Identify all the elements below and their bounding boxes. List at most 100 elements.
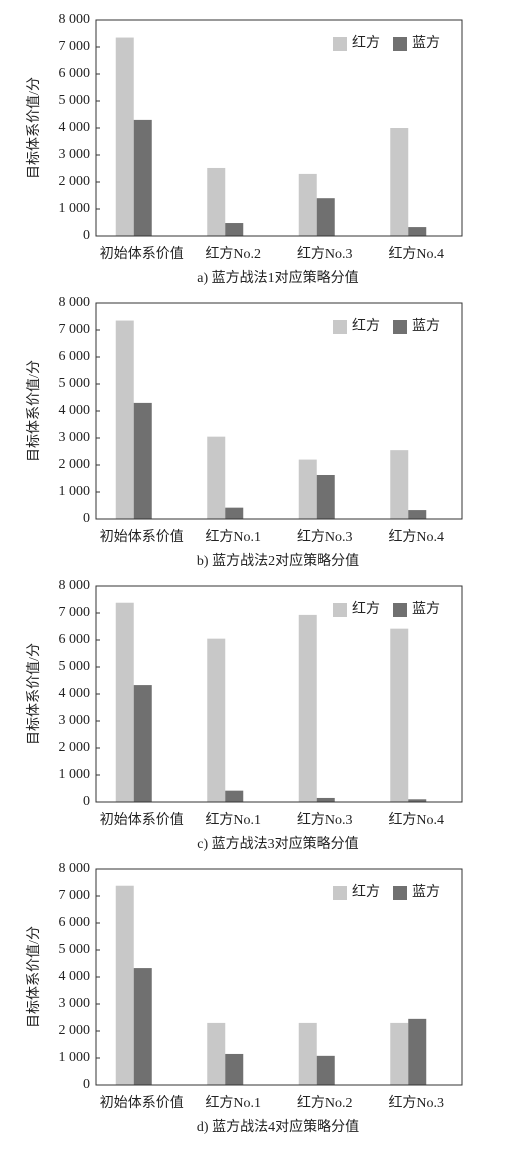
bar [390,1022,409,1085]
y-tick-label: 6 000 [59,349,91,364]
legend-swatch [333,886,347,900]
y-tick-label: 5 000 [59,376,91,391]
y-tick-label: 2 000 [59,457,91,472]
y-tick-label: 2 000 [59,740,91,755]
chart-panel: 0 1 000 2 000 3 000 4 000 5 000 6 000 7 000 8 00… [26,295,463,569]
bar [133,968,152,1085]
bar [133,402,152,519]
y-tick-label: 7 000 [59,322,91,337]
x-tick-label: 红方No.3 [297,529,353,545]
bar [115,37,134,236]
bar [298,1022,317,1085]
bar [225,790,244,802]
y-tick-label: 0 [83,228,90,243]
bar [408,510,427,519]
chart-caption: c) 蓝方战法3对应策略分值 [197,835,358,852]
bar [316,797,335,802]
bar [298,173,317,236]
x-tick-label: 红方No.2 [205,246,261,262]
y-tick-label: 1 000 [59,484,91,499]
y-tick-label: 8 000 [59,578,91,593]
x-tick-label: 红方No.4 [388,812,444,828]
plot-frame [95,19,463,237]
y-tick-label: 5 000 [59,659,91,674]
bar [408,1018,427,1085]
bar [225,507,244,519]
legend-swatch [333,37,347,51]
y-tick-label: 5 000 [59,93,91,108]
y-axis-label: 目标体系价值/分 [26,360,42,462]
y-tick-label: 4 000 [59,969,91,984]
y-tick-label: 0 [83,511,90,526]
x-tick-label: 红方No.3 [297,246,353,262]
y-tick-label: 7 000 [59,605,91,620]
chart-panel: 0 1 000 2 000 3 000 4 000 5 000 6 000 7 000 8 00… [26,578,463,852]
y-tick-label: 0 [83,794,90,809]
legend-swatch [393,886,407,900]
bar [115,885,134,1085]
x-tick-label: 红方No.1 [205,1095,261,1111]
bar [115,602,134,802]
y-tick-label: 0 [83,1077,90,1092]
bar [115,320,134,519]
legend-label: 红方 [352,884,380,900]
x-tick-label: 红方No.3 [388,1095,444,1111]
chart-caption: b) 蓝方战法2对应策略分值 [197,552,359,569]
y-tick-label: 4 000 [59,403,91,418]
x-tick-label: 初始体系价值 [100,1094,184,1111]
bar [390,450,409,519]
y-tick-label: 3 000 [59,147,91,162]
plot-frame [95,302,463,520]
plot-frame [95,868,463,1086]
y-tick-label: 1 000 [59,767,91,782]
y-tick-label: 8 000 [59,295,91,310]
bar [298,459,317,519]
y-tick-label: 6 000 [59,66,91,81]
bar [408,227,427,236]
legend-label: 蓝方 [412,601,440,617]
x-tick-label: 红方No.2 [297,1095,353,1111]
y-tick-label: 2 000 [59,174,91,189]
bar [133,685,152,802]
legend-swatch [333,603,347,617]
x-tick-label: 初始体系价值 [100,811,184,828]
legend-label: 红方 [352,318,380,334]
bar [298,614,317,802]
legend-swatch [393,37,407,51]
x-tick-label: 初始体系价值 [100,245,184,262]
y-tick-label: 1 000 [59,201,91,216]
bar [207,436,226,519]
bar [390,628,409,802]
legend-label: 蓝方 [412,35,440,51]
x-tick-label: 红方No.4 [388,529,444,545]
bar [207,638,226,802]
bar [390,128,409,236]
x-tick-label: 初始体系价值 [100,528,184,545]
legend-label: 红方 [352,601,380,617]
bar [316,1055,335,1085]
bar [207,167,226,236]
legend-label: 红方 [352,35,380,51]
chart-caption: a) 蓝方战法1对应策略分值 [197,269,358,286]
y-tick-label: 7 000 [59,888,91,903]
y-tick-label: 4 000 [59,120,91,135]
y-axis-label: 目标体系价值/分 [26,926,42,1028]
bar [133,119,152,236]
bar [316,474,335,519]
y-tick-label: 3 000 [59,713,91,728]
legend-swatch [333,320,347,334]
y-tick-label: 8 000 [59,861,91,876]
bar [225,1053,244,1085]
y-tick-label: 6 000 [59,915,91,930]
y-tick-label: 3 000 [59,430,91,445]
bar [316,198,335,236]
legend-label: 蓝方 [412,318,440,334]
y-tick-label: 8 000 [59,12,91,27]
plot-frame [95,585,463,803]
bar [408,799,427,802]
y-tick-label: 1 000 [59,1050,91,1065]
x-tick-label: 红方No.4 [388,246,444,262]
y-axis-label: 目标体系价值/分 [26,643,42,745]
legend-swatch [393,603,407,617]
